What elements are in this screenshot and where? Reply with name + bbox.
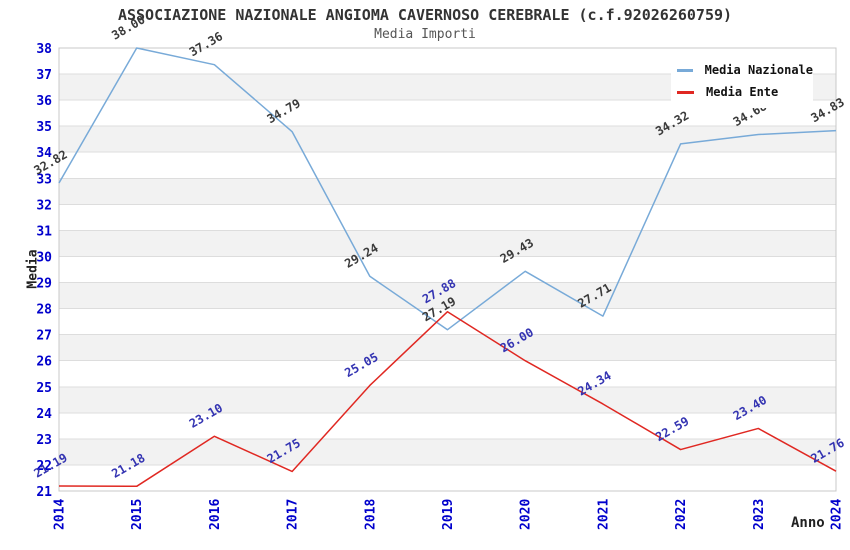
chart-title: ASSOCIAZIONE NAZIONALE ANGIOMA CAVERNOSO…: [117, 6, 733, 24]
x-tick-label: 2014: [53, 499, 68, 530]
media-nazionale-line: [58, 47, 837, 331]
legend-item-media-ente: Media Ente: [671, 81, 813, 103]
x-tick-label: 2023: [752, 499, 767, 530]
y-tick-label: 29: [36, 277, 52, 292]
x-tick-label: 2018: [363, 499, 378, 530]
x-tick-label: 2020: [519, 499, 534, 530]
legend-label-media-nazionale: Media Nazionale: [704, 63, 813, 77]
chart-subtitle: Media Importi: [374, 27, 476, 42]
x-tick-label: 2022: [674, 499, 689, 530]
data-point-label: 21.19: [32, 450, 70, 480]
y-tick-label: 36: [36, 94, 52, 109]
y-tick-label: 38: [36, 42, 52, 57]
legend-item-media-nazionale: Media Nazionale: [671, 59, 813, 81]
plot-band: [59, 126, 836, 153]
x-tick-label: 2021: [596, 499, 611, 530]
plot-band: [59, 386, 836, 413]
y-tick-label: 35: [36, 120, 52, 135]
y-tick-label: 22: [36, 459, 52, 474]
y-tick-label: 33: [36, 172, 52, 187]
x-tick-label: 2016: [208, 499, 223, 530]
plot-band: [59, 282, 836, 309]
data-point-label: 38.00: [109, 12, 147, 42]
plot-band: [59, 178, 836, 205]
data-point-label: 37.36: [187, 29, 225, 59]
y-tick-label: 34: [36, 146, 52, 161]
plot-border: [58, 47, 837, 492]
legend-label-media-ente: Media Ente: [706, 85, 779, 99]
plot-band: [59, 334, 836, 361]
y-tick-label: 27: [36, 329, 52, 344]
x-tick-label: 2019: [441, 499, 456, 530]
y-axis-title: Media: [25, 249, 41, 289]
y-tick-label: 25: [36, 381, 52, 396]
plot-band: [59, 230, 836, 257]
media-ente-line-swatch-icon: [677, 90, 694, 94]
media-nazionale-line-swatch-icon: [677, 68, 693, 72]
y-tick-label: 28: [36, 303, 52, 318]
x-tick-label: 2024: [830, 499, 845, 530]
y-tick-label: 37: [36, 68, 52, 83]
media-ente-line: [58, 310, 837, 488]
legend: Media Nazionale Media Ente: [671, 56, 813, 108]
y-tick-label: 23: [36, 433, 52, 448]
x-axis-title: Anno: [791, 515, 825, 531]
y-tick-label: 32: [36, 198, 52, 213]
y-tick-label: 26: [36, 355, 52, 370]
x-tick-label: 2017: [286, 499, 301, 530]
y-tick-label: 21: [36, 485, 52, 500]
x-tick-label: 2015: [130, 499, 145, 530]
y-tick-label: 30: [36, 250, 52, 265]
y-tick-label: 31: [36, 224, 52, 239]
y-tick-label: 24: [36, 407, 52, 422]
